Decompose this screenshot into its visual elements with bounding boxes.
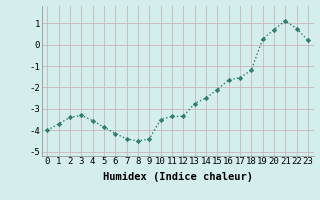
X-axis label: Humidex (Indice chaleur): Humidex (Indice chaleur) xyxy=(103,172,252,182)
